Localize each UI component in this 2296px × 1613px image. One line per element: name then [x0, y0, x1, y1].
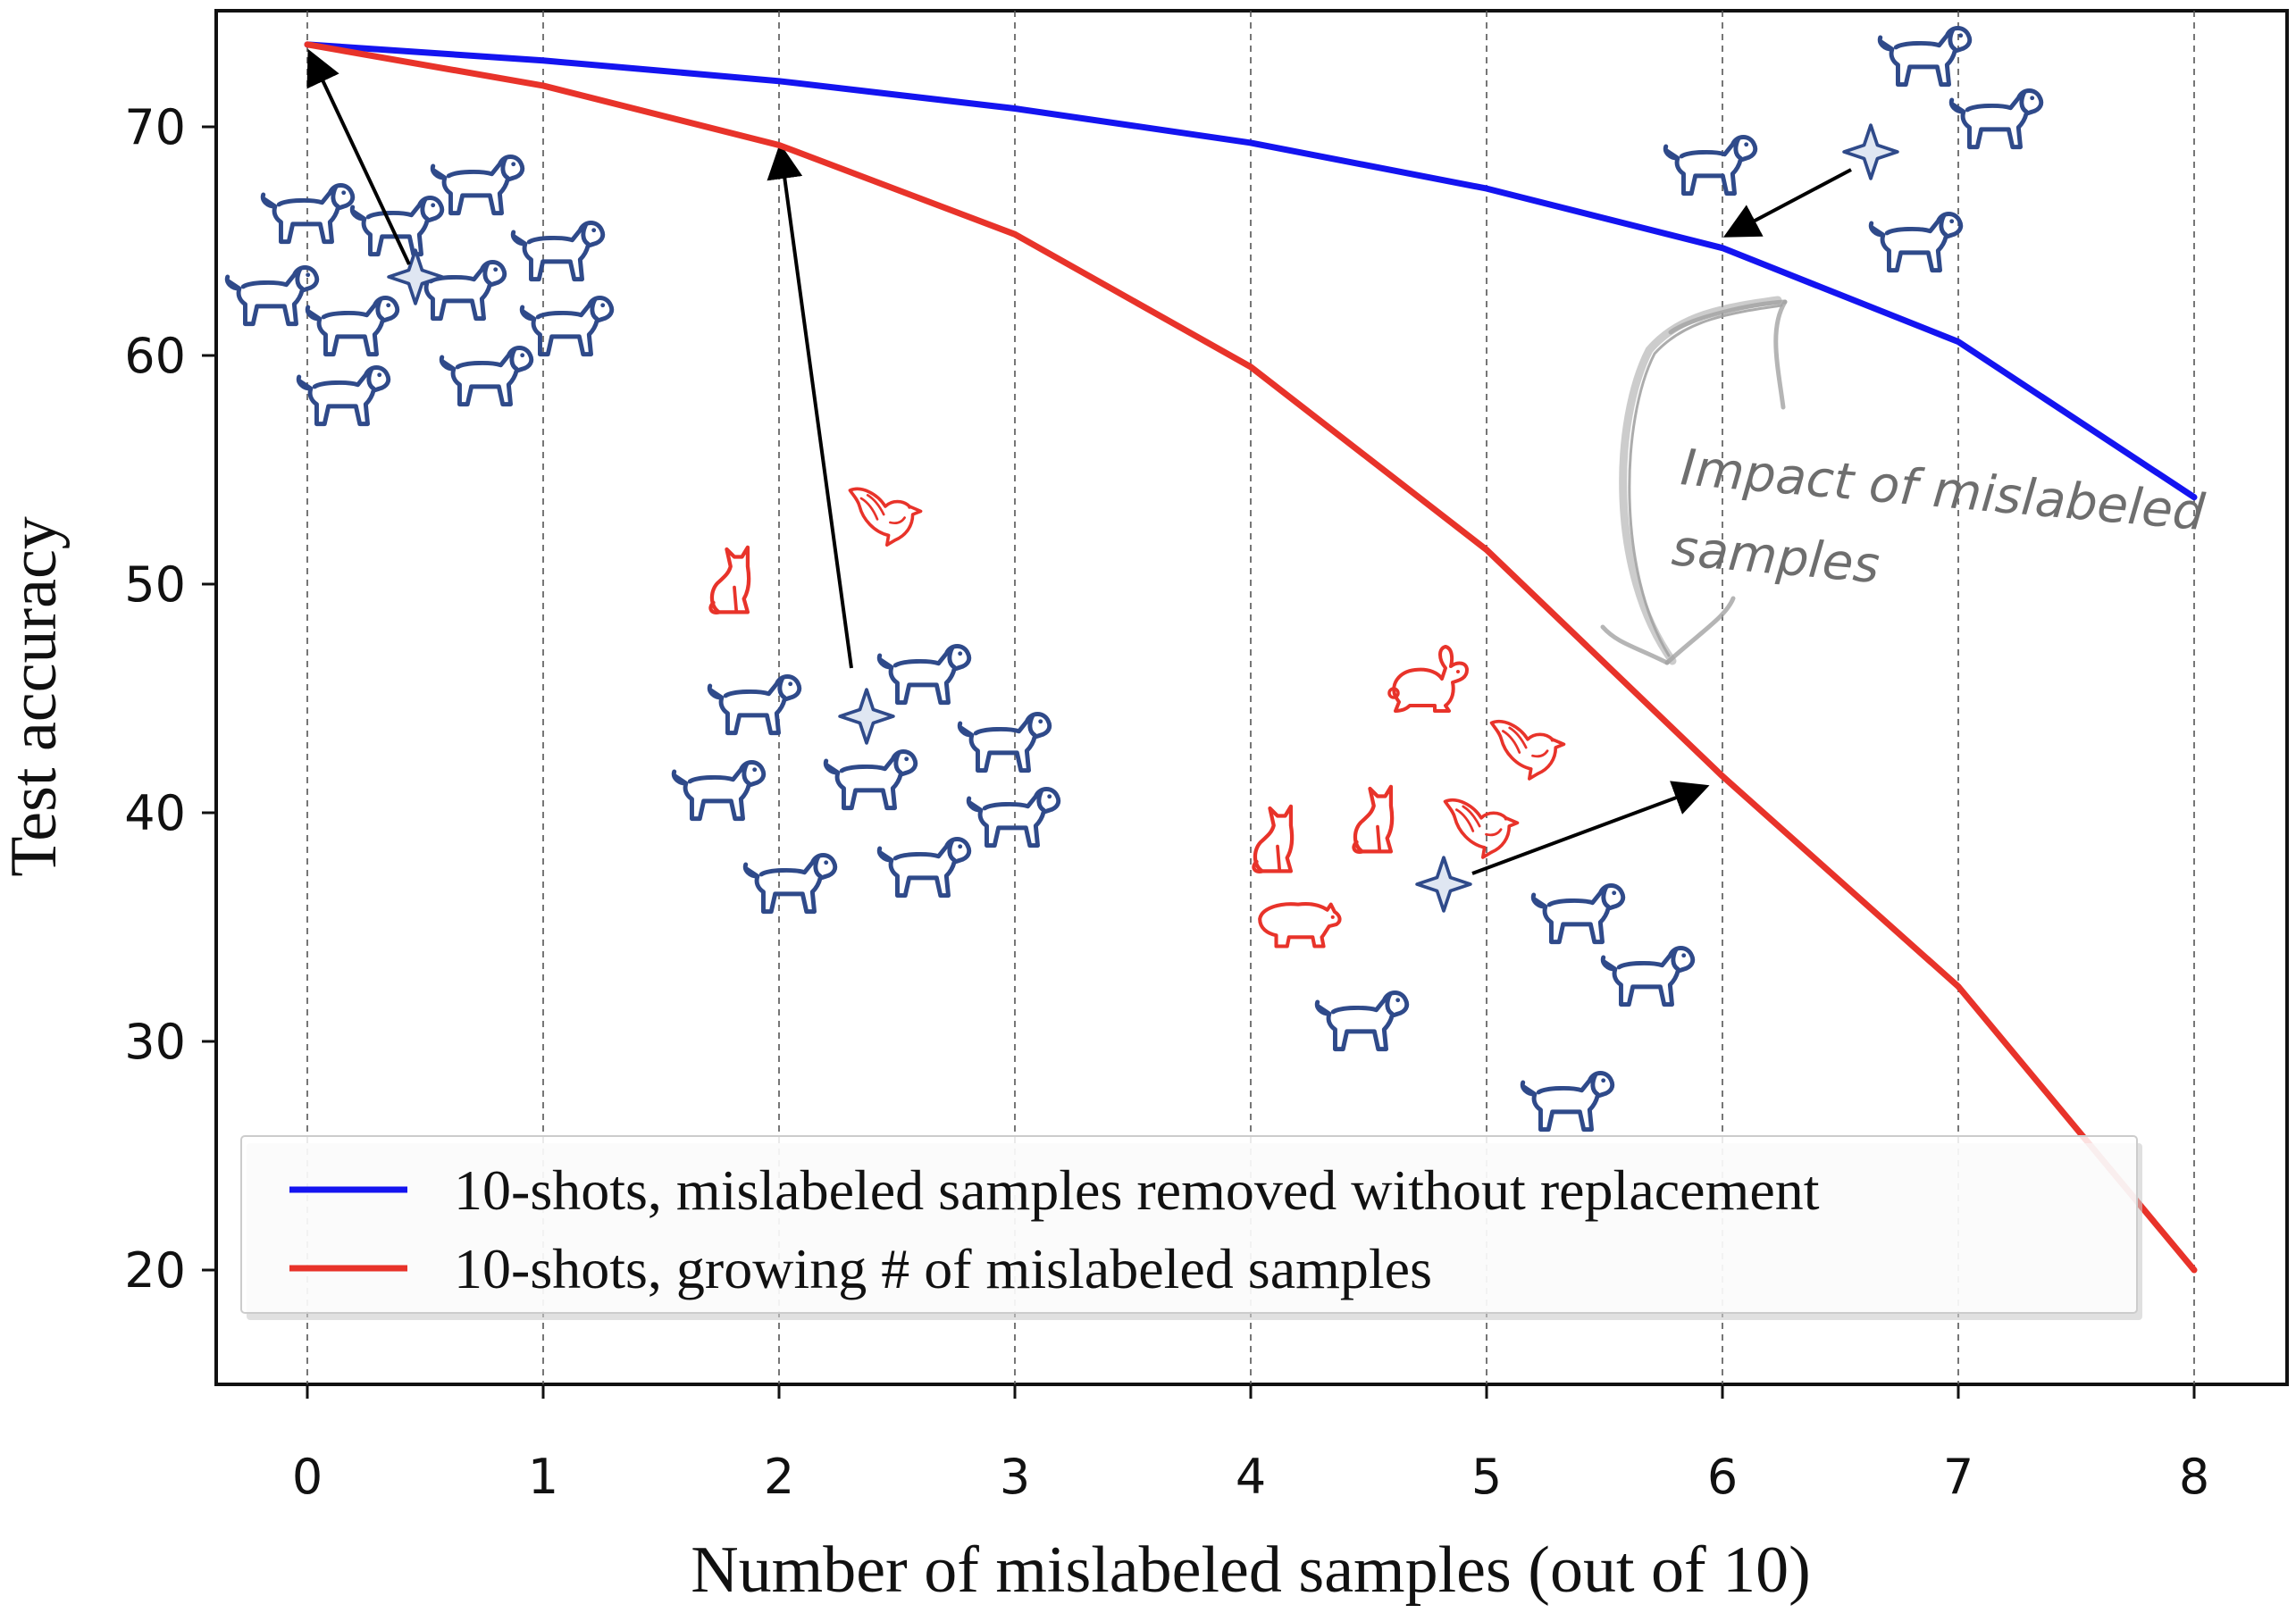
x-tick-label: 1 [528, 1449, 558, 1505]
bird-icon [1489, 719, 1566, 781]
legend-box [240, 1135, 2138, 1314]
arrow-to-x0 [306, 48, 411, 265]
dog-icon [1871, 214, 1960, 271]
dog-icon [432, 157, 522, 213]
y-tick-label: 40 [124, 785, 186, 841]
dog-icon [1880, 29, 1969, 85]
x-axis-label: Number of mislabeled samples (out of 10) [691, 1534, 1811, 1607]
dog-icon [1317, 993, 1406, 1049]
y-tick-label: 30 [124, 1014, 186, 1070]
dog-icon [513, 223, 602, 280]
dog-icon [825, 752, 915, 808]
cluster-2 [674, 487, 1058, 912]
dog-icon [879, 647, 968, 703]
x-tick-label: 6 [1707, 1449, 1738, 1505]
arrow-to-x6-blue [1722, 168, 1852, 238]
dog-icon [1522, 1074, 1612, 1130]
cluster-clean-0 [227, 157, 611, 424]
cat-icon [1253, 806, 1292, 872]
dog-icon [959, 715, 1049, 771]
dog-icon [879, 840, 968, 896]
cat-icon [710, 547, 749, 613]
star-icon [1415, 856, 1472, 913]
dog-icon [227, 268, 316, 324]
dog-icon [307, 298, 397, 355]
dog-icon [1533, 886, 1622, 942]
dog-icon [522, 298, 611, 355]
y-tick-label: 20 [124, 1242, 186, 1299]
x-tick-label: 0 [292, 1449, 323, 1505]
series-line-red [304, 41, 2198, 1274]
impact-annotation-line2: samples [1670, 519, 1882, 595]
dog-icon [1665, 138, 1755, 194]
y-tick-label: 70 [124, 99, 186, 155]
bird-icon [1443, 798, 1520, 859]
x-tick-label: 3 [1000, 1449, 1030, 1505]
legend: 10-shots, mislabeled samples removed wit… [240, 1135, 2142, 1320]
y-axis-label: Test accuracy [0, 516, 71, 877]
cat-icon [1353, 787, 1392, 852]
impact-double-arrow [1600, 296, 1788, 665]
dog-icon [674, 763, 763, 819]
x-gridlines [306, 11, 2195, 1384]
dog-icon [352, 198, 441, 255]
x-tick-label: 5 [1471, 1449, 1502, 1505]
x-tick-label: 2 [764, 1449, 794, 1505]
legend-label-blue: 10-shots, mislabeled samples removed wit… [454, 1158, 1820, 1222]
star-icon [387, 248, 444, 305]
series-line-blue [304, 41, 2198, 501]
dog-icon [1603, 949, 1692, 1005]
bear-icon [1260, 904, 1339, 946]
arrow-to-x2 [767, 143, 853, 669]
star-icon [1842, 123, 1899, 180]
dog-icon [441, 348, 531, 405]
dog-icon [968, 790, 1058, 846]
dog-icon [1951, 91, 2040, 147]
pointer-arrows [306, 48, 1852, 875]
x-tick-label: 7 [1943, 1449, 1973, 1505]
y-tick-label: 50 [124, 556, 186, 613]
dog-icon [298, 368, 388, 424]
rabbit-icon [1387, 645, 1469, 713]
dog-icon [745, 856, 834, 912]
series-group [304, 41, 2198, 1274]
y-axis-ticks: 20 30 40 50 60 70 [124, 99, 216, 1299]
x-axis-ticks: 0 1 2 3 4 5 6 7 8 [292, 1384, 2209, 1505]
legend-label-red: 10-shots, growing # of mislabeled sample… [454, 1237, 1432, 1300]
star-icon [838, 688, 895, 745]
bird-icon [848, 487, 923, 547]
y-tick-label: 60 [124, 328, 186, 384]
x-tick-label: 4 [1236, 1449, 1266, 1505]
cluster-6 [1253, 645, 1692, 1130]
x-tick-label: 8 [2179, 1449, 2209, 1505]
arrow-to-x6-red [1471, 781, 1710, 875]
dog-icon [709, 677, 799, 733]
